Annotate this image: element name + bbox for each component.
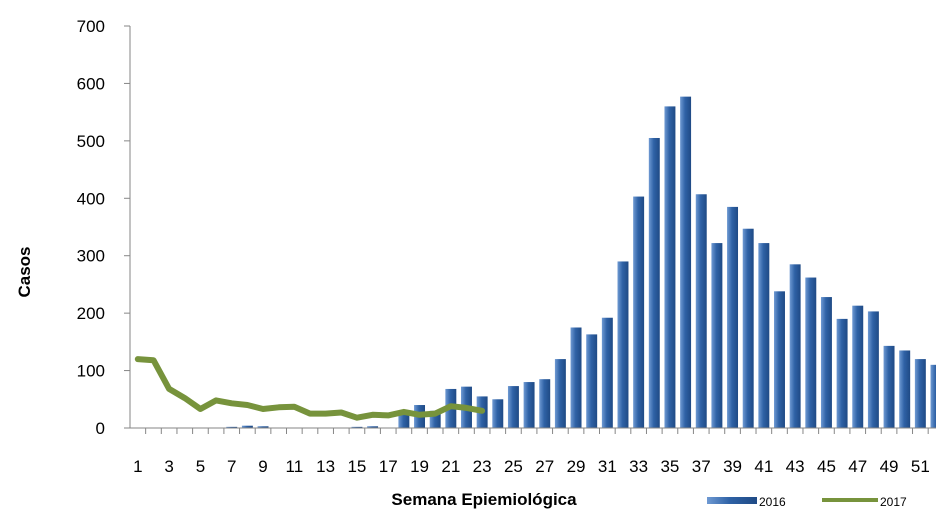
x-tick-label: 31 xyxy=(598,457,617,476)
bar-2016 xyxy=(586,334,598,428)
bar-2016 xyxy=(914,359,926,428)
x-tick-label: 3 xyxy=(164,457,173,476)
bar-2016 xyxy=(742,228,754,428)
y-tick-label: 700 xyxy=(77,17,105,36)
bar-2016 xyxy=(367,426,379,428)
x-tick-label: 5 xyxy=(196,457,205,476)
bar-2016 xyxy=(680,96,692,428)
x-tick-label: 25 xyxy=(504,457,523,476)
bar-2016 xyxy=(351,426,363,428)
y-axis-title: Casos xyxy=(15,246,34,297)
x-tick-label: 29 xyxy=(567,457,586,476)
bar-2016 xyxy=(257,426,269,428)
bar-2016 xyxy=(852,305,864,428)
line-2017 xyxy=(134,356,486,421)
bar-2016 xyxy=(836,318,848,428)
x-tick-label: 11 xyxy=(286,457,304,476)
bar-2016 xyxy=(226,426,238,428)
y-tick-label: 500 xyxy=(77,132,105,151)
legend: 2016 2017 xyxy=(707,495,907,509)
bar-2016 xyxy=(633,196,645,428)
x-tick-label: 9 xyxy=(258,457,267,476)
x-axis-ticks: 1 3 5 7 9 11 13 15 17 19 21 23 25 27 29 31 33 35 37 39 41 43 4… xyxy=(133,457,930,476)
x-axis-title: Semana Epiemiológica xyxy=(391,490,577,509)
x-tick-label: 33 xyxy=(629,457,648,476)
x-tick-label: 51 xyxy=(911,457,930,476)
x-tick-label: 13 xyxy=(316,457,335,476)
bar-2016 xyxy=(867,311,879,428)
bar-2016 xyxy=(664,106,676,429)
x-tick-label: 41 xyxy=(754,457,773,476)
legend-2017-label: 2017 xyxy=(880,495,907,509)
bar-2016 xyxy=(805,277,817,428)
legend-2016-label: 2016 xyxy=(759,495,786,509)
bar-2016 xyxy=(789,264,801,428)
bar-2016 xyxy=(241,425,253,428)
bar-2016 xyxy=(758,243,770,428)
x-tick-label: 45 xyxy=(817,457,836,476)
x-tick-label: 49 xyxy=(880,457,899,476)
x-tick-label: 7 xyxy=(227,457,236,476)
x-tick-label: 37 xyxy=(692,457,711,476)
legend-2016-swatch xyxy=(707,497,757,504)
x-tick-label: 1 xyxy=(133,457,142,476)
x-tick-label: 27 xyxy=(535,457,554,476)
x-tick-label: 35 xyxy=(660,457,679,476)
bar-2016 xyxy=(554,359,566,428)
bar-2016 xyxy=(695,194,707,428)
bar-2016 xyxy=(774,291,785,428)
bar-2016 xyxy=(523,382,535,428)
bar-2016 xyxy=(570,327,582,428)
bar-2016 xyxy=(601,317,613,428)
y-tick-label: 200 xyxy=(77,304,105,323)
y-tick-label: 600 xyxy=(77,74,105,93)
x-tick-label: 19 xyxy=(410,457,429,476)
bars-2016 xyxy=(226,96,936,429)
bar-2016 xyxy=(492,399,504,428)
y-tick-label: 400 xyxy=(77,189,105,208)
y-tick-label: 300 xyxy=(77,247,105,266)
y-tick-label: 0 xyxy=(96,419,105,438)
bar-2016 xyxy=(930,364,936,428)
bar-2016 xyxy=(727,206,739,428)
bar-2016 xyxy=(429,410,441,428)
x-tick-label: 43 xyxy=(786,457,805,476)
x-tick-label: 15 xyxy=(347,457,366,476)
x-tick-label: 39 xyxy=(723,457,742,476)
bar-2016 xyxy=(539,379,551,428)
bar-2016 xyxy=(648,137,660,428)
bar-2016 xyxy=(899,350,911,428)
y-axis-ticks: 0 100 200 300 400 500 600 700 xyxy=(77,17,130,438)
x-tick-label: 17 xyxy=(379,457,398,476)
bar-2016 xyxy=(507,386,519,428)
bar-2016 xyxy=(711,243,723,428)
y-tick-label: 100 xyxy=(77,362,105,381)
x-tick-label: 21 xyxy=(441,457,460,476)
x-tick-label: 23 xyxy=(473,457,492,476)
bar-2016 xyxy=(883,345,895,428)
bar-2016 xyxy=(398,413,410,428)
bar-2016 xyxy=(820,297,832,428)
bar-2016 xyxy=(617,261,629,428)
axes xyxy=(129,26,936,434)
x-tick-label: 47 xyxy=(848,457,867,476)
